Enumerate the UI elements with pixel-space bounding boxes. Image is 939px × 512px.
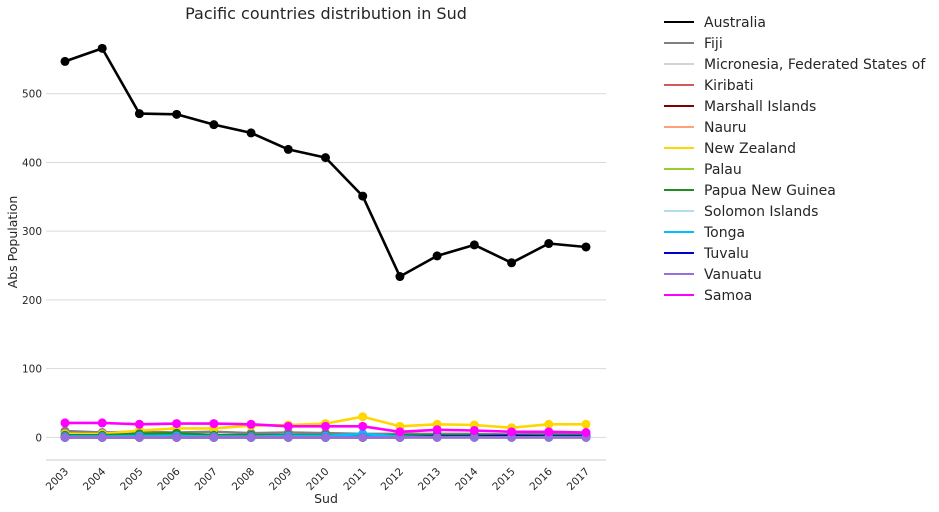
- legend-label: Marshall Islands: [704, 99, 816, 115]
- data-point: [172, 432, 182, 442]
- series-australia: [60, 43, 591, 282]
- x-tick-label: 2015: [490, 466, 517, 493]
- x-tick-label: 2016: [528, 465, 556, 493]
- data-point: [60, 418, 70, 428]
- y-tick-label: 500: [22, 89, 42, 101]
- y-tick-label: 400: [22, 157, 42, 169]
- legend-label: Australia: [704, 15, 766, 31]
- x-tick-label: 2017: [565, 466, 592, 493]
- legend-label: Papua New Guinea: [704, 183, 836, 199]
- data-point: [97, 43, 107, 53]
- data-point: [358, 421, 368, 431]
- data-point: [544, 419, 554, 429]
- legend-label: Palau: [704, 162, 742, 178]
- data-point: [60, 56, 70, 66]
- x-tick-label: 2012: [379, 466, 406, 493]
- data-point: [432, 425, 442, 435]
- data-point: [469, 240, 479, 250]
- legend-label: Tonga: [703, 225, 745, 241]
- x-axis-label: Sud: [314, 491, 338, 506]
- y-tick-labels: 0 100 200 300 400 500: [22, 89, 42, 445]
- data-point: [97, 432, 107, 442]
- data-point: [469, 432, 479, 442]
- data-point: [469, 425, 479, 435]
- x-tick-label: 2014: [453, 465, 481, 493]
- x-tick-label: 2005: [118, 466, 145, 493]
- data-point: [432, 432, 442, 442]
- data-point: [283, 144, 293, 154]
- x-tick-label: 2008: [230, 466, 257, 493]
- data-point: [395, 272, 405, 282]
- data-point: [581, 242, 591, 252]
- data-point: [283, 432, 293, 442]
- data-point: [134, 419, 144, 429]
- chart-title: Pacific countries distribution in Sud: [185, 4, 467, 23]
- data-point: [321, 153, 330, 163]
- data-point: [209, 120, 219, 130]
- legend-label: Nauru: [704, 120, 747, 136]
- x-tick-label: 2009: [267, 466, 294, 493]
- legend-label: Micronesia, Federated States of: [704, 57, 926, 73]
- data-point: [283, 421, 293, 431]
- x-tick-label: 2010: [304, 466, 331, 493]
- data-point: [432, 251, 442, 261]
- x-tick-labels: 2003 2004 2005 2006 2007 2008 2009 2010 2011 2012…: [44, 465, 592, 493]
- y-tick-label: 0: [35, 432, 42, 444]
- data-point: [97, 418, 107, 428]
- y-tick-label: 100: [22, 364, 42, 376]
- data-point: [358, 412, 368, 422]
- data-point: [581, 428, 591, 438]
- legend: Australia Fiji Micronesia, Federated State…: [664, 15, 926, 304]
- data-point: [246, 128, 256, 138]
- data-point: [321, 432, 330, 442]
- data-point: [209, 419, 219, 429]
- legend-label: Solomon Islands: [704, 204, 818, 220]
- data-point: [60, 432, 70, 442]
- data-point: [507, 258, 517, 268]
- legend-label: Kiribati: [704, 78, 754, 94]
- y-axis-label: Abs Population: [5, 196, 20, 289]
- y-tick-label: 300: [22, 226, 42, 238]
- data-point: [246, 419, 256, 429]
- data-point: [134, 432, 144, 442]
- series-samoa: [60, 418, 591, 438]
- x-tick-label: 2006: [155, 465, 183, 493]
- y-tick-label: 200: [22, 295, 42, 307]
- x-tick-label: 2013: [416, 466, 443, 493]
- data-point: [544, 239, 554, 249]
- x-tick-label: 2011: [341, 466, 368, 493]
- data-point: [507, 427, 517, 437]
- legend-label: Tuvalu: [703, 246, 749, 262]
- data-point: [358, 432, 368, 442]
- data-point: [358, 191, 368, 201]
- data-point: [134, 109, 144, 119]
- data-point: [544, 427, 554, 437]
- data-point: [581, 419, 591, 429]
- legend-label: Fiji: [704, 36, 723, 52]
- data-point: [246, 432, 256, 442]
- data-point: [172, 109, 182, 119]
- data-point: [321, 421, 330, 431]
- legend-label: New Zealand: [704, 141, 796, 157]
- series-layer: [60, 43, 591, 442]
- data-point: [209, 432, 219, 442]
- legend-label: Samoa: [704, 288, 752, 304]
- legend-label: Vanuatu: [704, 267, 762, 283]
- data-point: [395, 427, 405, 437]
- x-tick-label: 2003: [44, 466, 71, 493]
- data-point: [172, 419, 182, 429]
- x-tick-label: 2007: [193, 466, 220, 493]
- x-tick-label: 2004: [81, 465, 109, 493]
- grid-lines: [46, 93, 606, 438]
